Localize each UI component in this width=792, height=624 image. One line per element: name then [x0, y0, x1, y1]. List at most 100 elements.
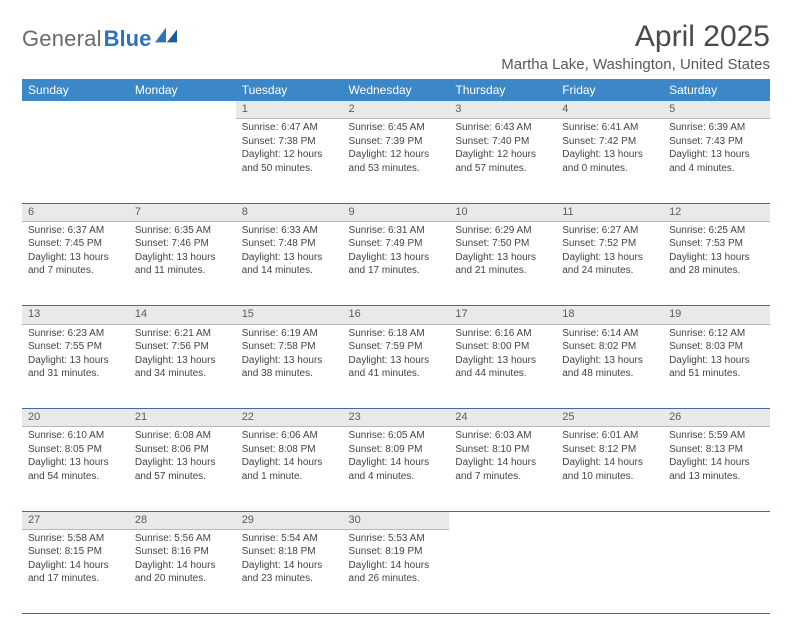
day-number: 12 — [663, 204, 770, 222]
sunrise-text: Sunrise: 6:31 AM — [349, 224, 444, 238]
day-cell: Sunrise: 6:05 AMSunset: 8:09 PMDaylight:… — [343, 427, 450, 511]
day-number: 5 — [663, 101, 770, 119]
sunrise-text: Sunrise: 6:05 AM — [349, 429, 444, 443]
sunset-text: Sunset: 8:12 PM — [562, 443, 657, 457]
daylight-text: Daylight: 14 hours and 23 minutes. — [242, 559, 337, 586]
day-number: 7 — [129, 204, 236, 222]
daylight-text: Daylight: 13 hours and 14 minutes. — [242, 251, 337, 278]
day-cell: Sunrise: 6:39 AMSunset: 7:43 PMDaylight:… — [663, 119, 770, 203]
day-cell: Sunrise: 6:47 AMSunset: 7:38 PMDaylight:… — [236, 119, 343, 203]
day-content: Sunrise: 6:47 AMSunset: 7:38 PMDaylight:… — [236, 119, 343, 179]
day-content: Sunrise: 6:03 AMSunset: 8:10 PMDaylight:… — [449, 427, 556, 487]
daynum-cell: 7 — [129, 204, 236, 222]
day-number: 8 — [236, 204, 343, 222]
content-row: Sunrise: 6:47 AMSunset: 7:38 PMDaylight:… — [22, 119, 770, 203]
daylight-text: Daylight: 13 hours and 21 minutes. — [455, 251, 550, 278]
day-content: Sunrise: 6:14 AMSunset: 8:02 PMDaylight:… — [556, 325, 663, 385]
day-content: Sunrise: 6:12 AMSunset: 8:03 PMDaylight:… — [663, 325, 770, 385]
daynum-cell: 9 — [343, 204, 450, 222]
day-number: 19 — [663, 306, 770, 324]
day-cell: Sunrise: 6:41 AMSunset: 7:42 PMDaylight:… — [556, 119, 663, 203]
daylight-text: Daylight: 12 hours and 53 minutes. — [349, 148, 444, 175]
sunrise-text: Sunrise: 6:06 AM — [242, 429, 337, 443]
day-number: 24 — [449, 409, 556, 427]
sunset-text: Sunset: 7:52 PM — [562, 237, 657, 251]
sunset-text: Sunset: 7:39 PM — [349, 135, 444, 149]
day-content: Sunrise: 5:56 AMSunset: 8:16 PMDaylight:… — [129, 530, 236, 590]
day-cell: Sunrise: 5:53 AMSunset: 8:19 PMDaylight:… — [343, 530, 450, 614]
daynum-cell: 5 — [663, 101, 770, 119]
weekday-header: Tuesday — [236, 79, 343, 101]
daylight-text: Daylight: 14 hours and 13 minutes. — [669, 456, 764, 483]
daylight-text: Daylight: 13 hours and 44 minutes. — [455, 354, 550, 381]
sunset-text: Sunset: 7:56 PM — [135, 340, 230, 354]
sunset-text: Sunset: 7:50 PM — [455, 237, 550, 251]
daynum-cell — [556, 512, 663, 530]
logo-text-gray: General — [22, 26, 102, 52]
daynum-cell: 3 — [449, 101, 556, 119]
daynum-row: 20212223242526 — [22, 409, 770, 427]
day-number: 23 — [343, 409, 450, 427]
sunrise-text: Sunrise: 6:12 AM — [669, 327, 764, 341]
day-cell: Sunrise: 6:43 AMSunset: 7:40 PMDaylight:… — [449, 119, 556, 203]
sunset-text: Sunset: 8:15 PM — [28, 545, 123, 559]
sunrise-text: Sunrise: 6:43 AM — [455, 121, 550, 135]
day-number: 14 — [129, 306, 236, 324]
day-cell: Sunrise: 6:35 AMSunset: 7:46 PMDaylight:… — [129, 222, 236, 306]
day-cell — [556, 530, 663, 614]
daynum-cell: 8 — [236, 204, 343, 222]
sunset-text: Sunset: 8:13 PM — [669, 443, 764, 457]
daylight-text: Daylight: 13 hours and 11 minutes. — [135, 251, 230, 278]
sunset-text: Sunset: 7:45 PM — [28, 237, 123, 251]
day-number: 1 — [236, 101, 343, 119]
day-content: Sunrise: 6:37 AMSunset: 7:45 PMDaylight:… — [22, 222, 129, 282]
daylight-text: Daylight: 13 hours and 51 minutes. — [669, 354, 764, 381]
sunset-text: Sunset: 7:43 PM — [669, 135, 764, 149]
day-number: 9 — [343, 204, 450, 222]
day-cell: Sunrise: 5:59 AMSunset: 8:13 PMDaylight:… — [663, 427, 770, 511]
sunrise-text: Sunrise: 6:18 AM — [349, 327, 444, 341]
day-cell: Sunrise: 5:56 AMSunset: 8:16 PMDaylight:… — [129, 530, 236, 614]
weekday-header: Thursday — [449, 79, 556, 101]
sunrise-text: Sunrise: 6:33 AM — [242, 224, 337, 238]
sunrise-text: Sunrise: 6:37 AM — [28, 224, 123, 238]
daynum-cell: 15 — [236, 306, 343, 324]
daylight-text: Daylight: 12 hours and 50 minutes. — [242, 148, 337, 175]
location-text: Martha Lake, Washington, United States — [501, 56, 770, 73]
logo: GeneralBlue — [22, 20, 177, 52]
daylight-text: Daylight: 13 hours and 57 minutes. — [135, 456, 230, 483]
daynum-cell: 23 — [343, 409, 450, 427]
daynum-cell: 21 — [129, 409, 236, 427]
day-cell: Sunrise: 6:33 AMSunset: 7:48 PMDaylight:… — [236, 222, 343, 306]
day-content: Sunrise: 6:25 AMSunset: 7:53 PMDaylight:… — [663, 222, 770, 282]
day-cell: Sunrise: 6:14 AMSunset: 8:02 PMDaylight:… — [556, 325, 663, 409]
weekday-header: Sunday — [22, 79, 129, 101]
day-number — [22, 101, 129, 118]
weekday-header: Monday — [129, 79, 236, 101]
logo-text-blue: Blue — [104, 26, 152, 52]
day-content: Sunrise: 6:27 AMSunset: 7:52 PMDaylight:… — [556, 222, 663, 282]
sunset-text: Sunset: 8:05 PM — [28, 443, 123, 457]
sunset-text: Sunset: 8:03 PM — [669, 340, 764, 354]
sunset-text: Sunset: 7:46 PM — [135, 237, 230, 251]
day-content: Sunrise: 6:41 AMSunset: 7:42 PMDaylight:… — [556, 119, 663, 179]
daynum-cell: 25 — [556, 409, 663, 427]
daylight-text: Daylight: 13 hours and 24 minutes. — [562, 251, 657, 278]
daylight-text: Daylight: 13 hours and 31 minutes. — [28, 354, 123, 381]
sunset-text: Sunset: 8:09 PM — [349, 443, 444, 457]
weekday-header: Saturday — [663, 79, 770, 101]
day-number — [556, 512, 663, 529]
day-number: 22 — [236, 409, 343, 427]
daynum-cell: 2 — [343, 101, 450, 119]
day-number: 28 — [129, 512, 236, 530]
day-cell: Sunrise: 6:31 AMSunset: 7:49 PMDaylight:… — [343, 222, 450, 306]
daynum-cell: 28 — [129, 512, 236, 530]
day-content: Sunrise: 6:21 AMSunset: 7:56 PMDaylight:… — [129, 325, 236, 385]
sunset-text: Sunset: 8:16 PM — [135, 545, 230, 559]
day-number: 2 — [343, 101, 450, 119]
day-cell: Sunrise: 6:01 AMSunset: 8:12 PMDaylight:… — [556, 427, 663, 511]
day-content: Sunrise: 6:29 AMSunset: 7:50 PMDaylight:… — [449, 222, 556, 282]
sunset-text: Sunset: 8:10 PM — [455, 443, 550, 457]
sunrise-text: Sunrise: 6:27 AM — [562, 224, 657, 238]
day-cell: Sunrise: 6:25 AMSunset: 7:53 PMDaylight:… — [663, 222, 770, 306]
